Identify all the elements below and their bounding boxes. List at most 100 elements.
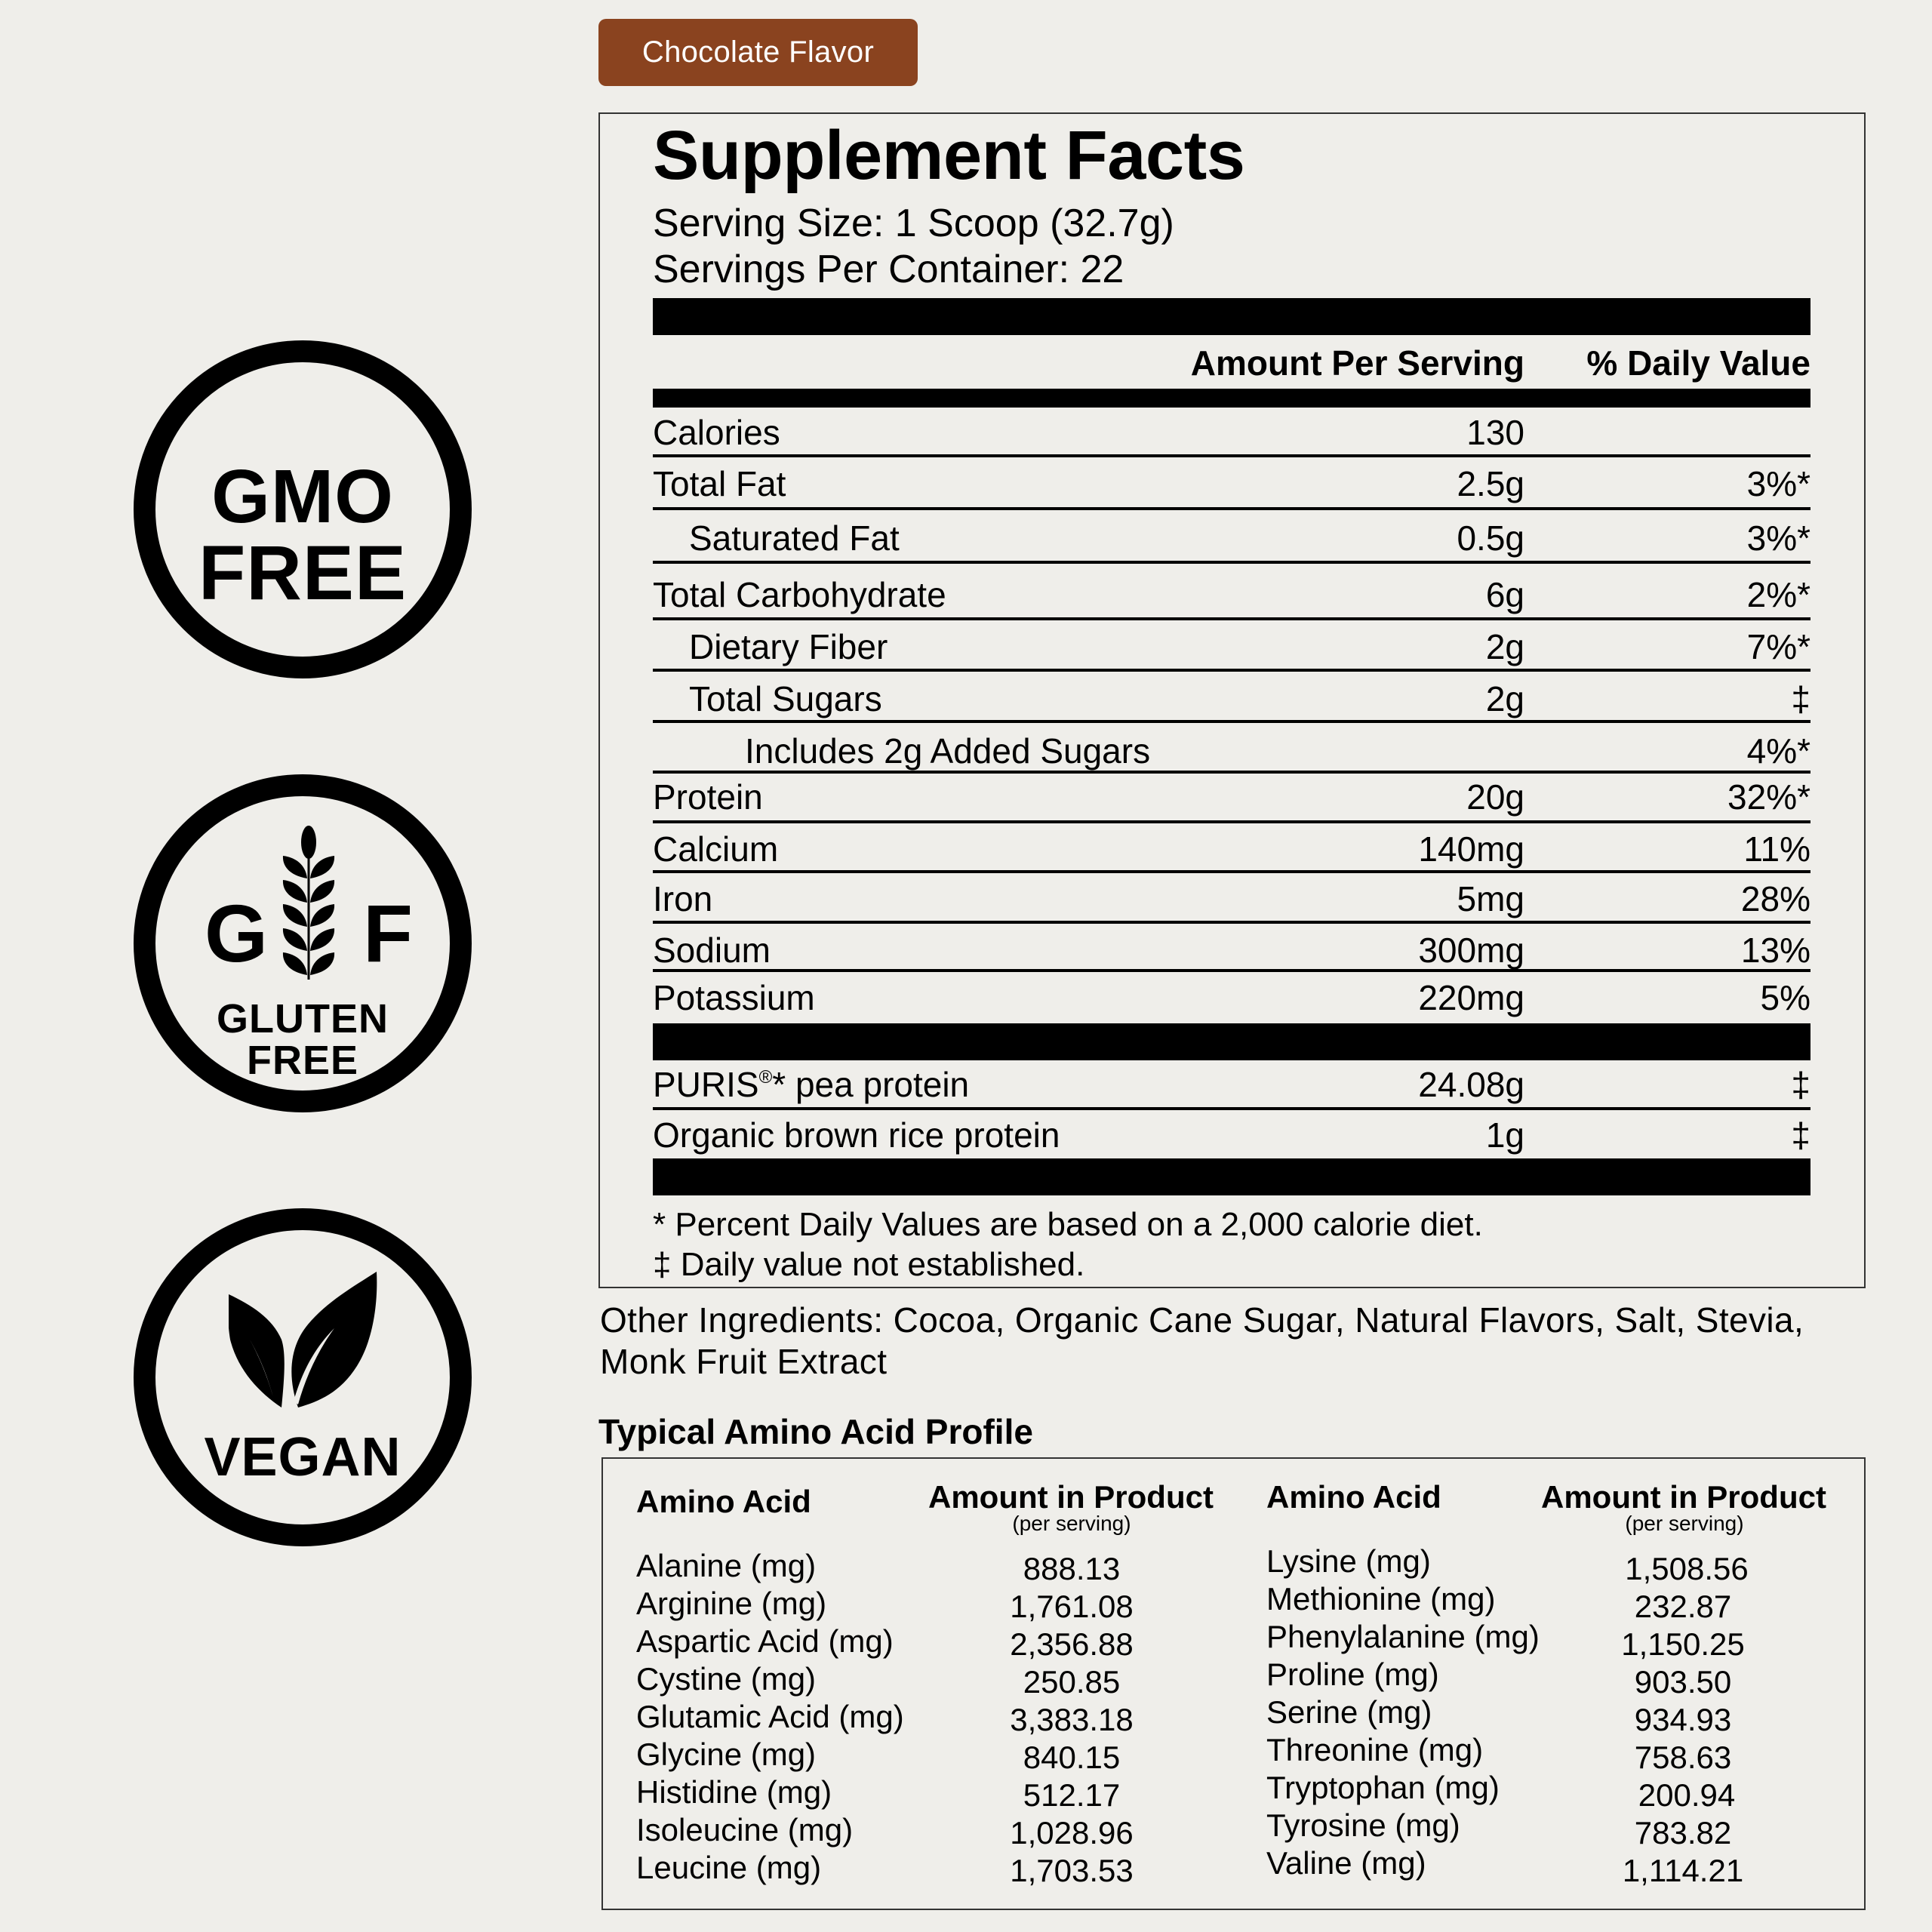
nutrient-amount: 0.5g <box>1457 518 1524 558</box>
amino-col-header-name-left: Amino Acid <box>636 1484 811 1519</box>
amino-name: Methionine (mg) <box>1266 1581 1496 1617</box>
nutrient-label: Sodium <box>653 931 771 970</box>
nutrient-label: Protein <box>653 777 763 817</box>
nutrient-dv: 7%* <box>1746 627 1810 666</box>
nutrient-amount: 5mg <box>1457 879 1524 918</box>
row-separator <box>653 1107 1810 1110</box>
facts-title: Supplement Facts <box>653 117 1245 194</box>
amino-value: 1,761.08 <box>1010 1589 1134 1624</box>
row-separator <box>653 921 1810 924</box>
nutrient-dv: 3%* <box>1746 518 1810 558</box>
gmo-free-badge-line1: GMO <box>211 454 394 539</box>
amino-name: Isoleucine (mg) <box>636 1812 854 1847</box>
amino-name: Valine (mg) <box>1266 1845 1426 1881</box>
registered-mark: ® <box>758 1067 773 1088</box>
amino-col-header-amount-left: Amount in Product <box>928 1479 1214 1515</box>
gmo-free-badge: GMO FREE <box>134 340 472 678</box>
thick-divider <box>653 1158 1810 1195</box>
amino-value: 758.63 <box>1634 1740 1732 1775</box>
nutrient-dv: 32%* <box>1727 777 1810 817</box>
amino-profile-title: Typical Amino Acid Profile <box>598 1412 1033 1451</box>
gluten-free-letter-f: F <box>363 888 413 979</box>
nutrient-label: Dietary Fiber <box>689 627 888 666</box>
nutrient-amount: 2.5g <box>1457 464 1524 503</box>
amino-value: 840.15 <box>1023 1740 1121 1775</box>
nutrient-amount: 140mg <box>1418 829 1524 869</box>
gluten-free-badge-line2: FREE <box>246 1038 359 1083</box>
amino-acid-table <box>601 1457 1866 1910</box>
protein-label-suffix: * pea protein <box>772 1065 970 1104</box>
amino-name: Leucine (mg) <box>636 1850 822 1885</box>
amino-value: 1,703.53 <box>1010 1853 1134 1888</box>
amino-name: Arginine (mg) <box>636 1586 827 1621</box>
vegan-badge: VEGAN <box>134 1208 472 1546</box>
row-separator <box>653 870 1810 873</box>
thick-divider <box>653 298 1810 335</box>
amino-name: Serine (mg) <box>1266 1694 1432 1730</box>
leaves-icon <box>229 1272 377 1407</box>
amino-value: 200.94 <box>1638 1777 1736 1813</box>
nutrient-amount: 6g <box>1485 575 1524 614</box>
gluten-free-badge-line1: GLUTEN <box>217 996 389 1041</box>
nutrient-amount: 20g <box>1466 777 1524 817</box>
gluten-free-letter-g: G <box>205 888 269 979</box>
footnote-not-established: ‡ Daily value not established. <box>653 1246 1085 1283</box>
nutrient-dv: 5% <box>1760 978 1810 1017</box>
amino-value: 512.17 <box>1023 1777 1121 1813</box>
supplement-facts-panel <box>598 112 1866 1288</box>
nutrient-amount: 2g <box>1485 679 1524 718</box>
row-separator <box>653 669 1810 672</box>
nutrient-dv: 28% <box>1740 879 1810 918</box>
amino-value: 903.50 <box>1634 1664 1732 1700</box>
flavor-tag: Chocolate Flavor <box>598 19 918 86</box>
nutrient-label: Total Sugars <box>689 679 882 718</box>
row-separator <box>653 454 1810 457</box>
protein-dv: ‡ <box>1791 1115 1810 1155</box>
nutrient-amount: 130 <box>1466 413 1524 452</box>
nutrient-label: Calories <box>653 413 780 452</box>
protein-amount: 1g <box>1485 1115 1524 1155</box>
row-separator <box>653 561 1810 564</box>
amino-name: Histidine (mg) <box>636 1774 832 1810</box>
protein-label: Organic brown rice protein <box>653 1115 1060 1155</box>
nutrient-label: Iron <box>653 879 713 918</box>
amino-value: 1,028.96 <box>1010 1815 1134 1850</box>
nutrient-amount: 220mg <box>1418 978 1524 1017</box>
amino-col-header-name-right: Amino Acid <box>1266 1479 1441 1515</box>
gmo-free-badge-line2: FREE <box>198 530 408 616</box>
amino-name: Glycine (mg) <box>636 1737 817 1772</box>
amino-name: Tryptophan (mg) <box>1266 1770 1500 1805</box>
amino-name: Cystine (mg) <box>636 1661 817 1697</box>
row-separator <box>653 771 1810 774</box>
nutrient-dv: 11% <box>1743 829 1810 869</box>
nutrient-dv: 2%* <box>1746 575 1810 614</box>
amino-value: 3,383.18 <box>1010 1702 1134 1737</box>
vegan-badge-label: VEGAN <box>204 1427 401 1487</box>
protein-dv: ‡ <box>1791 1065 1810 1104</box>
row-separator <box>653 617 1810 620</box>
servings-per-container: Servings Per Container: 22 <box>653 248 1124 291</box>
amino-name: Lysine (mg) <box>1266 1543 1431 1579</box>
amino-value: 232.87 <box>1634 1589 1732 1624</box>
footnote-daily-values: * Percent Daily Values are based on a 2,… <box>653 1206 1483 1243</box>
medium-divider <box>653 389 1810 408</box>
amino-value: 934.93 <box>1634 1702 1732 1737</box>
amino-value: 888.13 <box>1023 1551 1121 1586</box>
amino-value: 1,508.56 <box>1625 1551 1749 1586</box>
serving-size: Serving Size: 1 Scoop (32.7g) <box>653 202 1174 245</box>
amino-value: 1,114.21 <box>1622 1853 1744 1888</box>
wheat-icon <box>282 826 335 980</box>
protein-label-brand: PURIS <box>653 1065 759 1104</box>
amino-name: Alanine (mg) <box>636 1548 817 1583</box>
amino-value: 250.85 <box>1023 1664 1121 1700</box>
gluten-free-badge: G F GLUTEN FREE <box>134 774 472 1112</box>
row-separator <box>653 969 1810 972</box>
header-amount-per-serving: Amount Per Serving <box>1190 343 1524 383</box>
amino-name: Phenylalanine (mg) <box>1266 1619 1540 1654</box>
protein-label: PURIS®* pea protein <box>653 1067 969 1102</box>
amino-value: 783.82 <box>1634 1815 1732 1850</box>
thick-divider <box>653 1023 1810 1060</box>
protein-amount: 24.08g <box>1418 1065 1524 1104</box>
nutrient-amount: 300mg <box>1418 931 1524 970</box>
amino-value: 1,150.25 <box>1621 1626 1745 1662</box>
